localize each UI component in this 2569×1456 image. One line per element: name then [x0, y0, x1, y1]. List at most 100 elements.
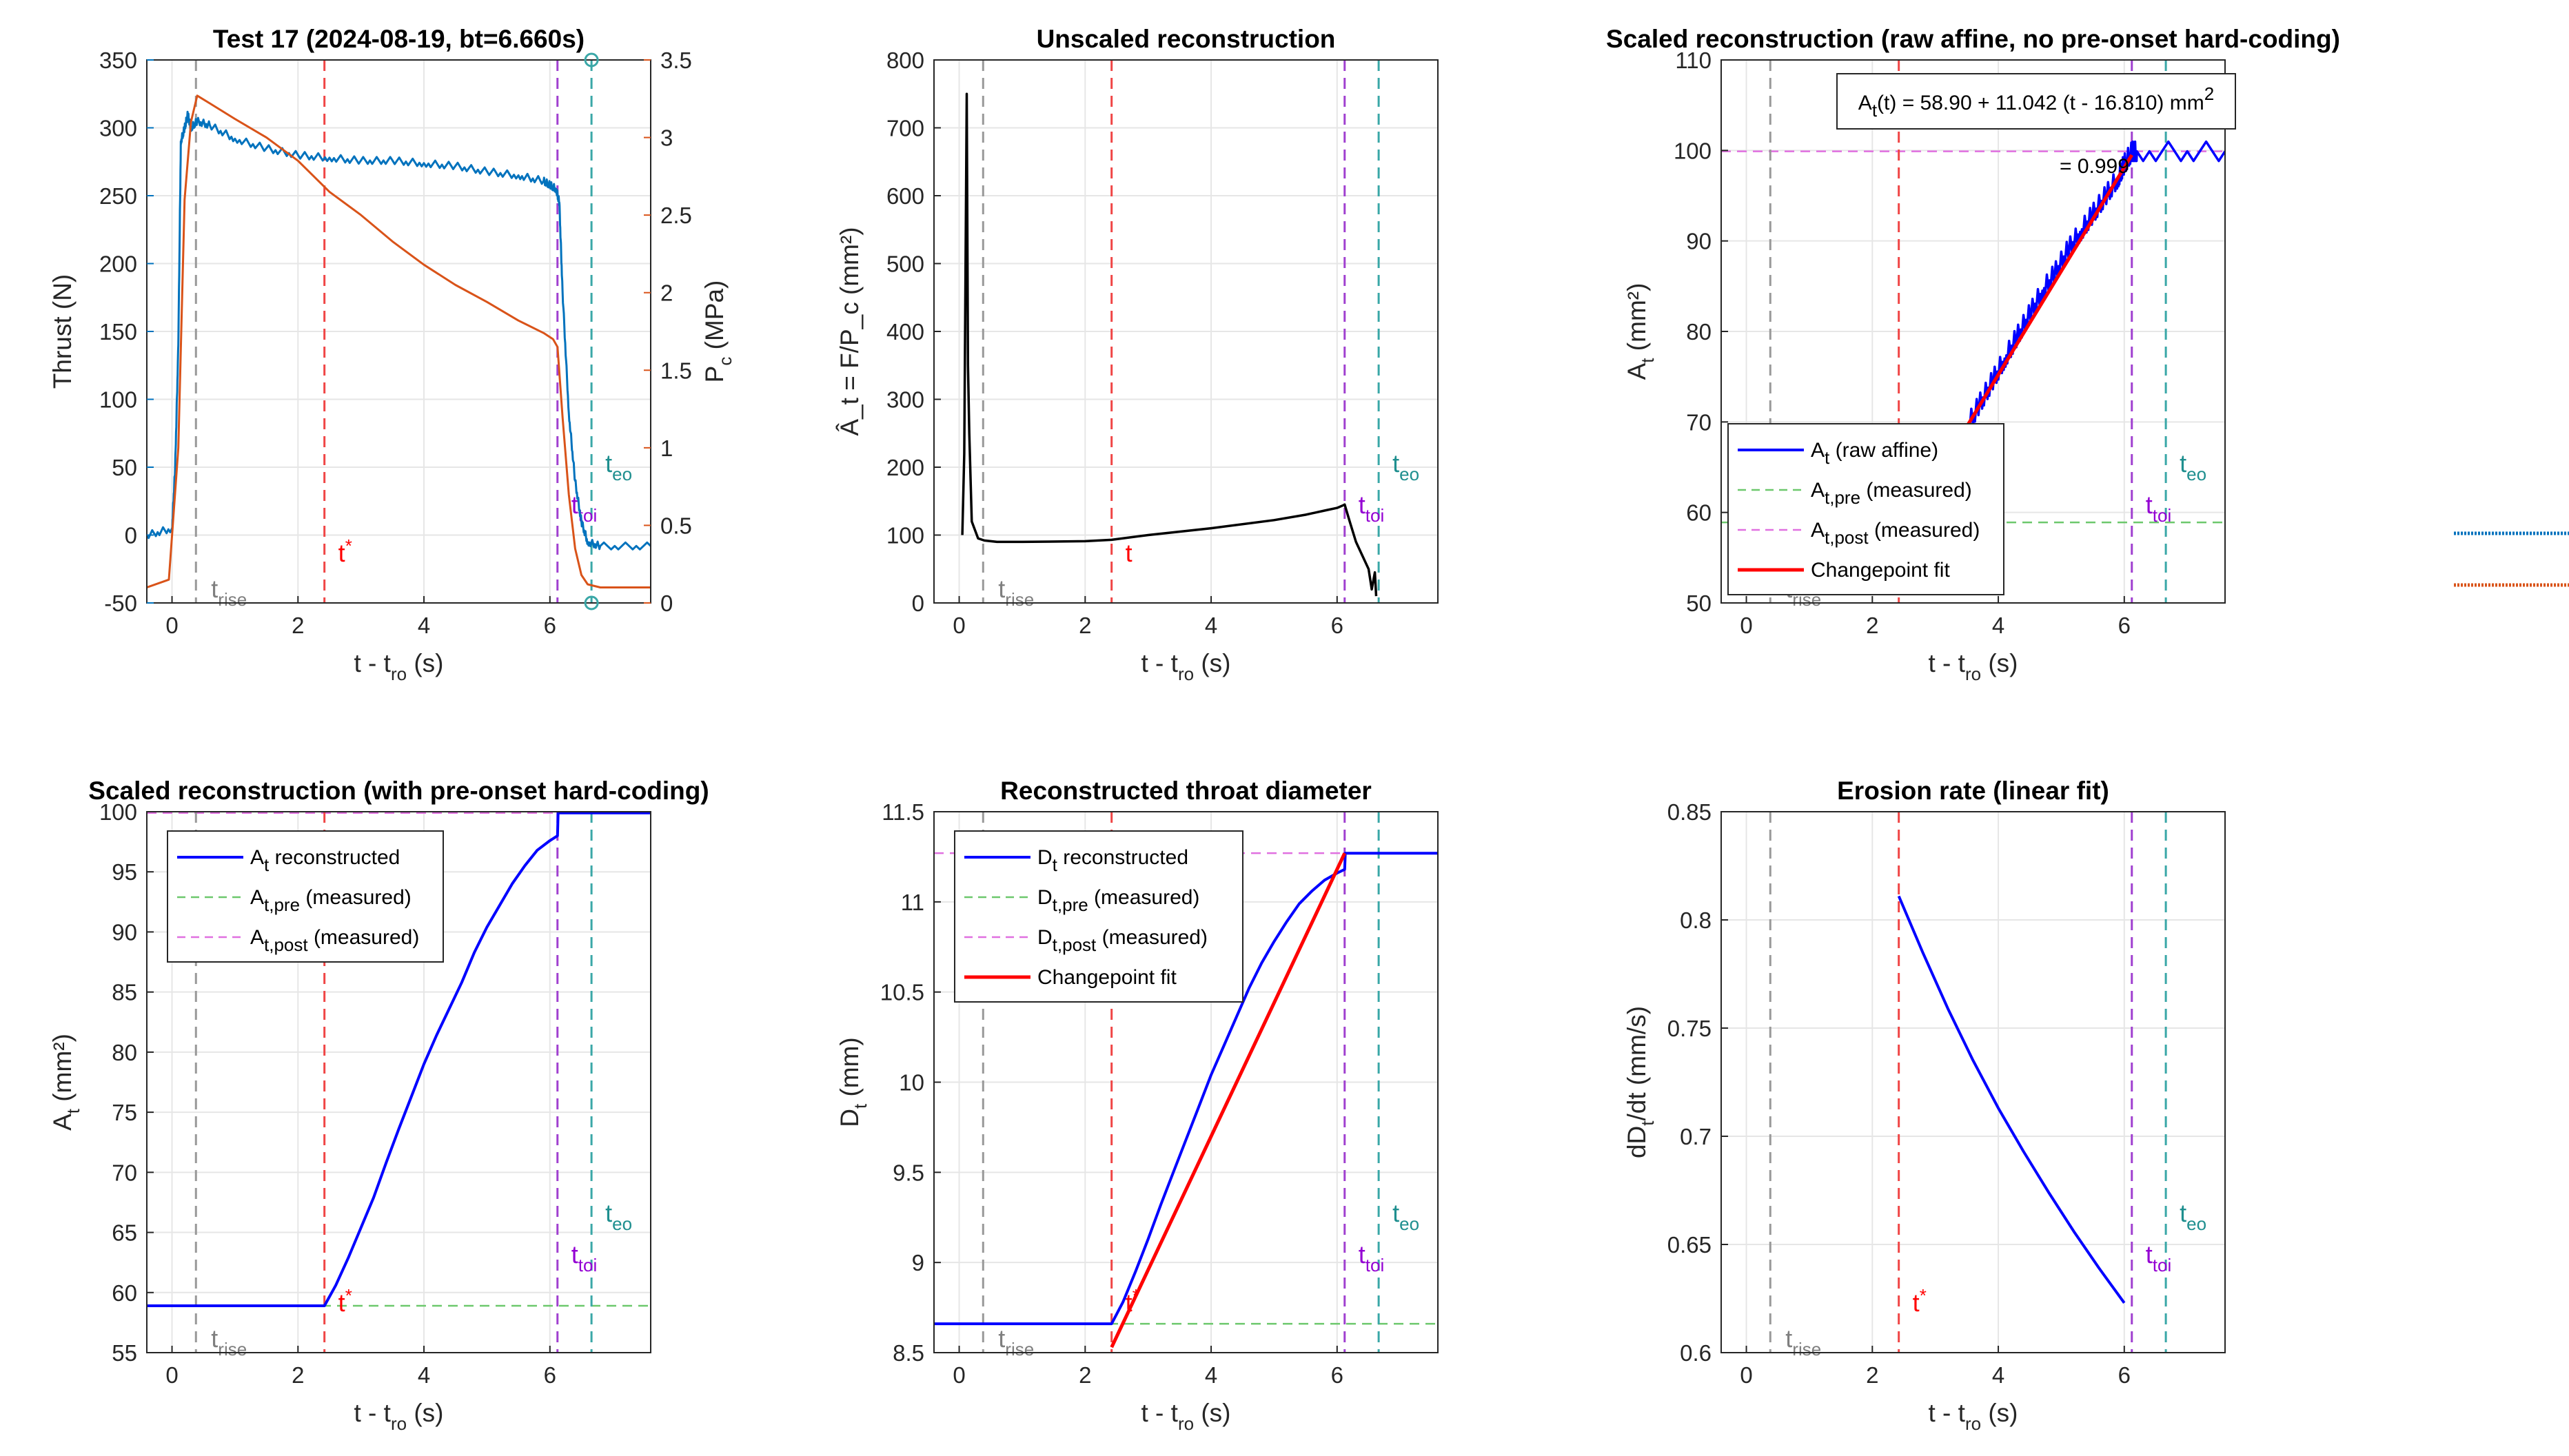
axes-frame: [146, 811, 651, 1353]
t-oi-main: t: [2146, 1240, 2153, 1269]
series-line-ddt-dt: [1897, 895, 2126, 1304]
series-group: [147, 94, 651, 588]
x-axis-label: t - tro (s): [1141, 1399, 1230, 1434]
t-eo-circle-bottom: [584, 595, 599, 611]
t-oi-sub: toi: [578, 1255, 597, 1275]
x-tick-label: 6: [1331, 613, 1343, 638]
y-tick-label: 600: [886, 183, 924, 209]
legend-entry: Changepoint fit: [1037, 966, 1177, 989]
y-label-tail: (mm²): [1623, 283, 1651, 358]
t-eo-label: teo: [1392, 449, 1419, 484]
y2-axis-label: Pc (MPa): [700, 280, 735, 383]
y-tick-label: 300: [886, 387, 924, 413]
t-eo-label: teo: [605, 449, 632, 484]
t-star-main: t: [1126, 539, 1133, 567]
t-rise-label: trise: [1785, 1324, 1821, 1360]
chart-title: Scaled reconstruction (raw affine, no pr…: [1606, 25, 2340, 53]
x-axis-label: t - tro (s): [1141, 649, 1230, 684]
series-group: [1897, 895, 2126, 1304]
y-tick-label: 100: [99, 799, 137, 825]
t-rise-main: t: [1785, 1324, 1792, 1353]
legend-label: Changepoint fit: [1811, 559, 1950, 582]
y-tick-label: 100: [1674, 138, 1712, 163]
annotation-sub: t: [1872, 100, 1878, 121]
legend-label: Changepoint fit: [1037, 966, 1177, 989]
legend-label: A: [250, 886, 264, 909]
ticks: 0 2 4 6 8.5 9 9.5 10 10.5 11 11.5: [880, 799, 1343, 1388]
x-label-main: t - t: [1928, 1399, 1965, 1427]
y-tick-label: 150: [99, 319, 137, 345]
series-line-thrust: [147, 110, 651, 551]
x-label-tail: (s): [1194, 1399, 1230, 1427]
x-tick-label: 0: [165, 613, 178, 638]
legend-sub: t: [1053, 854, 1058, 875]
y-tick-label: 90: [112, 919, 137, 945]
x-tick-label: 6: [544, 1362, 556, 1388]
y-axis-label: Dt (mm): [835, 1037, 871, 1127]
y-label-tail: /dt (mm/s): [1623, 1006, 1651, 1120]
t-oi-label: ttoi: [2146, 1240, 2171, 1275]
y-label-sub: t: [1637, 1120, 1658, 1126]
series-line-changepoint-fit: [1952, 154, 2133, 449]
y-tick-label: 800: [886, 48, 924, 73]
x-label-main: t - t: [354, 1399, 391, 1427]
t-oi-main: t: [571, 491, 578, 519]
t-star-label: t*: [338, 535, 352, 567]
t-rise-label: trise: [998, 1324, 1034, 1360]
x-tick-label: 4: [1992, 613, 2004, 638]
x-tick-label: 6: [2118, 1362, 2131, 1388]
t-rise-sub: rise: [1005, 1339, 1034, 1360]
legend-sub: t: [264, 854, 270, 875]
x-label-tail: (s): [1981, 649, 2018, 677]
y2-label-sub: c: [715, 357, 735, 366]
x-tick-label: 6: [544, 613, 556, 638]
x-label-sub: ro: [1965, 664, 1981, 684]
y-tick-label: 9: [912, 1250, 924, 1275]
t-star-main: t: [1913, 1289, 1920, 1317]
chart-title: Unscaled reconstruction: [1037, 25, 1336, 53]
y-tick-label: 70: [112, 1160, 137, 1185]
t-star-main: t: [1126, 1289, 1133, 1317]
x-tick-label: 2: [1079, 1362, 1091, 1388]
x-tick-label: 0: [953, 613, 965, 638]
series-line-changepoint-fit: [1110, 852, 1347, 1349]
y-label-main: A: [1623, 362, 1651, 380]
y-tick-label: 10.5: [880, 980, 924, 1005]
y2-tick-label: 0: [660, 591, 673, 616]
t-oi-label: ttoi: [571, 1240, 597, 1275]
t-eo-main: t: [1392, 1199, 1399, 1227]
annotation-text: At(t) = 58.90 + 11.042 (t - 16.810) mm2: [1858, 83, 2214, 121]
x-tick-label: 4: [1205, 1362, 1217, 1388]
t-eo-sub: eo: [2186, 1213, 2206, 1234]
y-axis-label: At (mm²): [1623, 283, 1658, 380]
ticks: 0 2 4 6 50 60 70 80 90 100 110: [1674, 48, 2131, 638]
legend-label: D: [1037, 926, 1053, 949]
y-tick-label: 60: [1686, 500, 1712, 526]
y-tick-label: 400: [886, 319, 924, 345]
legend-entry: At,post (measured): [1811, 519, 1980, 548]
x-tick-label: 0: [1740, 613, 1752, 638]
chart-title: Test 17 (2024-08-19, bt=6.660s): [213, 25, 585, 53]
legend-entry: Dt,post (measured): [1037, 926, 1208, 955]
t-oi-sub: toi: [2153, 505, 2171, 526]
y2-tick-label: 2.5: [660, 203, 692, 228]
y-tick-label: 8.5: [893, 1340, 924, 1366]
t-eo-sub: eo: [612, 1213, 632, 1234]
legend-label: A: [250, 846, 264, 869]
t-oi-sub: toi: [2153, 1255, 2171, 1275]
y-tick-label: 100: [886, 523, 924, 548]
legend-entry: At,pre (measured): [250, 886, 412, 915]
t-oi-main: t: [1359, 1240, 1365, 1269]
annotation-box: [1836, 73, 2236, 130]
t-rise-sub: rise: [218, 589, 247, 610]
y-tick-label: 80: [112, 1040, 137, 1065]
t-rise-main: t: [998, 1324, 1005, 1353]
y-label-tail: (mm²): [48, 1034, 77, 1109]
x-tick-label: 4: [418, 1362, 430, 1388]
x-tick-label: 2: [292, 613, 304, 638]
x-axis-label: t - tro (s): [354, 1399, 443, 1434]
